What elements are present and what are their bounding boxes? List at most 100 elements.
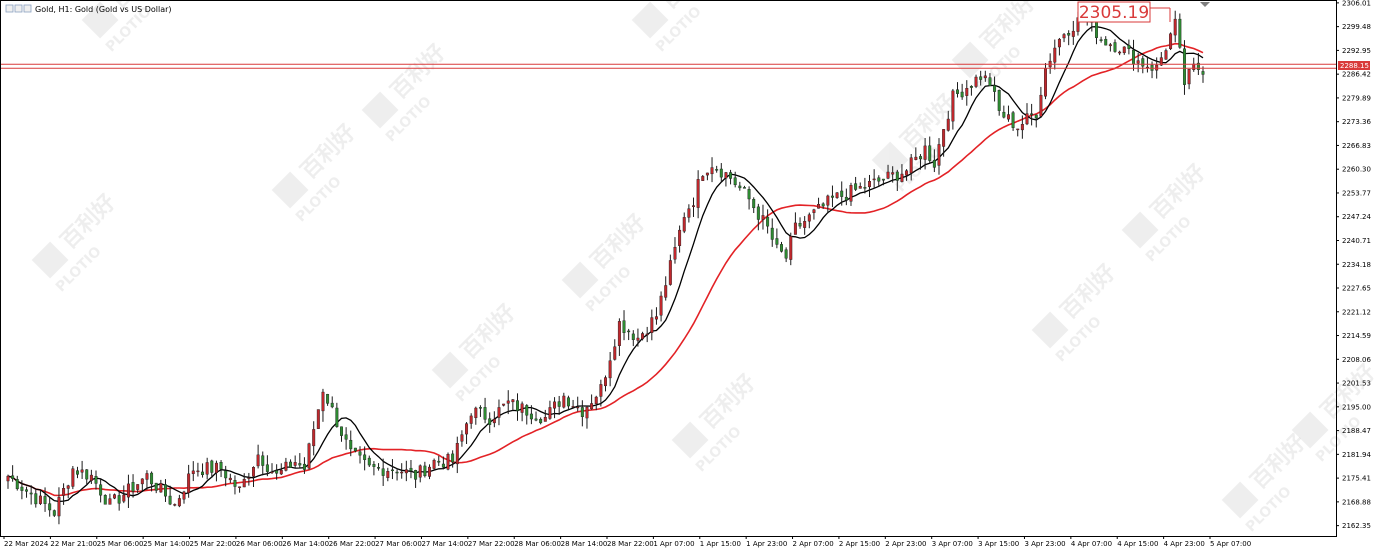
candle-body <box>780 244 783 252</box>
chart-shift-icon[interactable] <box>1200 2 1210 7</box>
ma-fast-line <box>7 26 1204 503</box>
x-tick-label: 22 Mar 21:00 <box>50 540 97 548</box>
candle-body <box>428 466 431 477</box>
x-tick-label: 27 Mar 06:00 <box>375 540 422 548</box>
candle-body <box>284 461 288 471</box>
candle-body <box>261 455 265 466</box>
candle-body <box>173 504 177 506</box>
candle-body <box>557 401 561 407</box>
candle-body <box>326 393 330 404</box>
y-tick-label: 2201.53 <box>1342 380 1371 388</box>
chart-title-bar: Gold, H1: Gold (Gold vs US Dollar) <box>5 4 172 14</box>
candle-body <box>506 400 510 404</box>
x-tick-label: 25 Mar 22:00 <box>190 540 237 548</box>
candle-body <box>594 396 598 405</box>
candle-body <box>71 468 75 487</box>
x-tick-label: 28 Mar 06:00 <box>514 540 561 548</box>
candle-body <box>1192 63 1196 70</box>
candle-body <box>539 418 543 424</box>
candle-body <box>210 460 214 473</box>
candle-body <box>224 470 228 479</box>
candle-body <box>1011 112 1015 128</box>
candle-body <box>205 462 209 475</box>
candle-body <box>1141 58 1145 67</box>
candle-body <box>465 423 469 435</box>
candle-body <box>872 178 876 181</box>
candle-body <box>52 510 56 516</box>
candle-body <box>979 76 983 80</box>
candle-body <box>1113 42 1117 52</box>
x-tick-label: 28 Mar 14:00 <box>561 540 608 548</box>
candles <box>6 10 1205 525</box>
candle-body <box>636 337 640 341</box>
candle-body <box>94 476 98 484</box>
candle-body <box>312 429 316 447</box>
y-tick-label: 2247.24 <box>1342 213 1371 221</box>
chart-title: Gold, H1: Gold (Gold vs US Dollar) <box>35 5 172 14</box>
candle-body <box>1164 50 1168 60</box>
candle-body <box>164 484 167 497</box>
moving-average-slow <box>7 42 1204 497</box>
candle-body <box>960 91 964 98</box>
candle-body <box>1053 47 1057 63</box>
candle-body <box>877 177 881 182</box>
candle-body <box>724 172 728 179</box>
candle-body <box>228 477 232 481</box>
candle-body <box>747 189 751 200</box>
candle-body <box>1006 114 1010 120</box>
moving-average-fast <box>7 26 1204 503</box>
candle-body <box>840 190 844 197</box>
candle-body <box>400 471 404 474</box>
candle-body <box>673 246 677 260</box>
candle-body <box>330 402 334 408</box>
candle-body <box>1057 38 1061 48</box>
candle-body <box>20 486 24 491</box>
price-lines <box>0 63 1336 69</box>
y-tick-label: 2214.59 <box>1342 332 1371 340</box>
candle-body <box>483 407 487 420</box>
candle-body <box>529 413 533 420</box>
candle-body <box>150 472 154 485</box>
candle-body <box>15 479 19 490</box>
candle-body <box>562 395 566 408</box>
candle-body <box>437 460 441 463</box>
y-tick-label: 2175.41 <box>1342 475 1371 483</box>
candle-body <box>923 145 927 160</box>
candle-body <box>85 469 89 480</box>
candle-body <box>599 384 603 397</box>
candle-body <box>201 471 205 476</box>
candle-body <box>631 333 635 340</box>
candle-body <box>11 475 15 479</box>
y-tick-label: 2253.77 <box>1342 189 1371 197</box>
candle-body <box>997 90 1001 111</box>
candle-body <box>113 494 117 499</box>
candle-body <box>622 320 626 333</box>
candle-body <box>520 403 524 413</box>
candle-body <box>214 462 218 474</box>
candle-body <box>580 407 584 418</box>
candle-body <box>983 75 987 79</box>
x-tick-label: 3 Apr 15:00 <box>978 540 1019 548</box>
candle-body <box>1132 49 1135 65</box>
x-tick-label: 26 Mar 14:00 <box>282 540 329 548</box>
candle-body <box>1173 18 1177 36</box>
candle-body <box>886 171 890 179</box>
candle-body <box>900 173 904 182</box>
chart-window-icon <box>23 4 32 13</box>
candle-body <box>1067 33 1071 36</box>
x-tick-label: 27 Mar 14:00 <box>421 540 468 548</box>
candle-body <box>275 470 279 474</box>
candle-body <box>140 478 144 485</box>
candle-body <box>928 145 932 161</box>
candle-body <box>381 468 385 476</box>
candle-body <box>617 321 621 346</box>
candle-body <box>1108 44 1112 47</box>
y-tick-label: 2292.95 <box>1342 47 1371 55</box>
candle-body <box>1196 62 1200 70</box>
candle-body <box>432 459 436 469</box>
candle-body <box>302 463 306 470</box>
x-tick-label: 4 Apr 07:00 <box>1071 540 1112 548</box>
candle-body <box>692 205 695 207</box>
candle-body <box>687 208 691 218</box>
price-highlight-box <box>1077 1 1151 23</box>
